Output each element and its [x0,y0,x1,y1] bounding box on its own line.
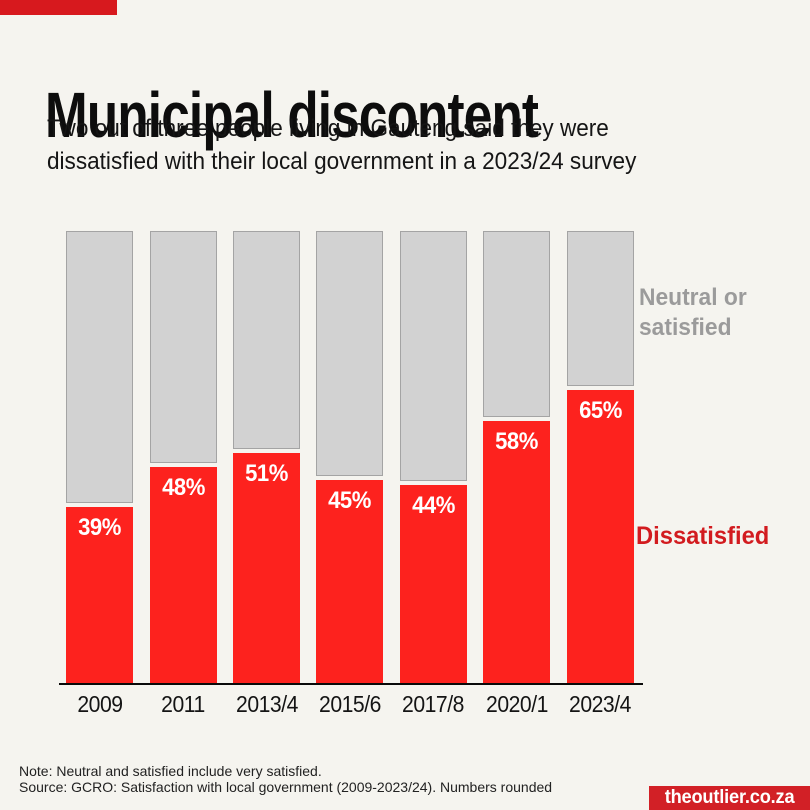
x-axis-label: 2023/4 [569,691,632,717]
bar-segment-dissatisfied: 48% [149,467,217,684]
bar-column: 58% [483,231,551,684]
x-axis-label: 2020/1 [485,691,548,717]
bar-segment-dissatisfied: 51% [233,453,300,684]
bar-segment-neutral [483,231,551,417]
x-axis-line [59,683,643,685]
bar-segment-neutral [66,231,134,503]
bar-segment-neutral [399,231,467,481]
x-axis-label: 2009 [77,691,123,717]
x-axis-label: 2017/8 [402,691,465,717]
legend-neutral-label: Neutral or satisfied [639,284,747,341]
x-axis-label: 2013/4 [235,691,298,717]
page-title-text: Municipal discontent [45,78,539,151]
bar-column: 45% [316,231,384,684]
subtitle-line-2: dissatisfied with their local government… [47,148,637,175]
footer-note: Note: Neutral and satisfied include very… [19,763,322,779]
x-axis-label: 2011 [161,691,205,717]
site-badge-text: theoutlier.co.za [664,787,795,808]
bar-value-label: 58% [495,428,539,455]
bar-value-label: 44% [411,492,455,519]
bar-segment-dissatisfied: 58% [483,421,551,684]
bar-segment-neutral [233,231,300,449]
bar-segment-dissatisfied: 65% [566,390,634,684]
site-badge[interactable]: theoutlier.co.za [649,786,810,810]
page-title: Municipal discontent [45,83,661,147]
legend-dissatisfied-label: Dissatisfied [636,522,770,550]
subtitle-line-1: Two out of three people living in Gauten… [47,115,609,142]
bar-column: 65% [566,231,634,684]
bar-value-label: 48% [161,474,205,501]
bar-segment-dissatisfied: 39% [66,507,134,684]
bar-column: 39% [66,231,134,684]
brand-accent-strip [0,0,117,15]
chart-subtitle: Two out of three people living in Gauten… [47,112,636,178]
bar-value-label: 51% [245,460,288,487]
x-axis-labels: 2009 2011 2013/4 2015/6 2017/8 2020/1 2023/4 [0,691,810,721]
bar-column: 51% [233,231,300,684]
x-axis-label: 2015/6 [318,691,381,717]
bar-value-label: 65% [578,397,622,424]
bar-segment-neutral [316,231,384,476]
plot-area: 39% 48% 51% 45% 44% 58% 65% [0,231,810,686]
bar-value-label: 39% [78,514,122,541]
bar-column: 48% [149,231,217,684]
bar-column: 44% [399,231,467,684]
bar-segment-dissatisfied: 44% [399,485,467,684]
bar-segment-neutral [566,231,634,386]
bar-segment-neutral [149,231,217,463]
bar-segment-dissatisfied: 45% [316,480,384,684]
footer-source: Source: GCRO: Satisfaction with local go… [19,778,553,795]
footer-notes: Note: Neutral and satisfied include very… [19,763,553,795]
bar-value-label: 45% [328,487,372,514]
